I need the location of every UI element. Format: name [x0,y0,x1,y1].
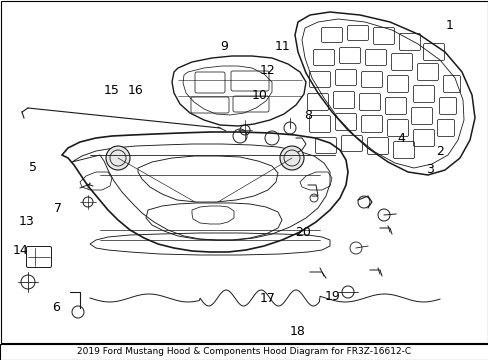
Text: 12: 12 [260,64,275,77]
Text: 16: 16 [128,84,143,96]
Text: 4: 4 [396,132,404,145]
Text: 2019 Ford Mustang Hood & Components Hood Diagram for FR3Z-16612-C: 2019 Ford Mustang Hood & Components Hood… [77,347,411,356]
Text: 9: 9 [220,40,227,53]
Circle shape [106,146,130,170]
Text: 8: 8 [304,109,311,122]
Circle shape [280,146,304,170]
Text: 13: 13 [19,215,35,228]
FancyBboxPatch shape [0,344,488,360]
Text: 5: 5 [29,161,37,174]
Text: 14: 14 [13,244,28,257]
Text: 2: 2 [435,145,443,158]
Text: 18: 18 [289,325,305,338]
Text: 3: 3 [426,163,433,176]
Text: 19: 19 [324,291,340,303]
Text: 11: 11 [274,40,290,53]
Text: 1: 1 [445,19,453,32]
Text: 6: 6 [52,301,60,314]
Text: 17: 17 [260,292,275,305]
Text: 15: 15 [103,84,119,96]
Text: 10: 10 [251,89,266,102]
Text: 20: 20 [295,226,310,239]
Text: 7: 7 [54,202,61,215]
